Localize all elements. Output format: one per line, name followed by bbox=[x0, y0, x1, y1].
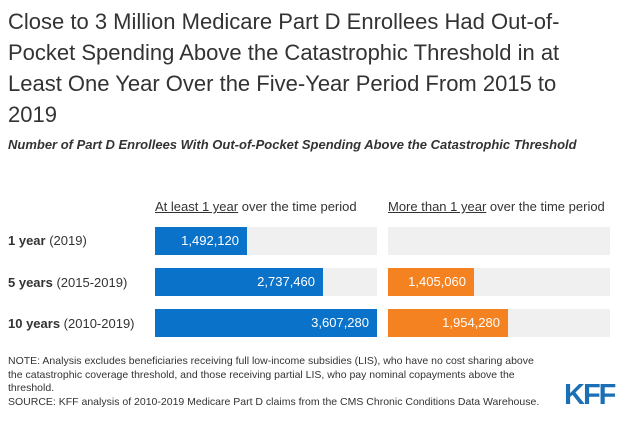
column-header-at-least-1-year: At least 1 year over the time period bbox=[155, 199, 380, 215]
note-text: NOTE: Analysis excludes beneficiaries re… bbox=[8, 355, 534, 394]
bar-value-label: 1,954,280 bbox=[442, 315, 500, 330]
footnote: NOTE: Analysis excludes beneficiaries re… bbox=[8, 355, 548, 409]
row-label-rest: (2010-2019) bbox=[60, 316, 135, 331]
bar-at-least-1-year: 1,492,120 bbox=[155, 227, 247, 255]
column-header-rest: over the time period bbox=[238, 199, 357, 214]
bar-value-label: 2,737,460 bbox=[257, 274, 315, 289]
row-label-bold: 5 years bbox=[8, 275, 53, 290]
row-label-bold: 1 year bbox=[8, 233, 46, 248]
source-text: SOURCE: KFF analysis of 2010-2019 Medica… bbox=[8, 395, 540, 408]
kff-logo: KFF bbox=[564, 379, 618, 408]
bar-value-label: 1,405,060 bbox=[408, 274, 466, 289]
bar-more-than-1-year: 1,954,280 bbox=[388, 309, 508, 337]
bar-more-than-1-year: 1,405,060 bbox=[388, 268, 474, 296]
row-label-10-years: 10 years (2010-2019) bbox=[8, 316, 135, 332]
bar-at-least-1-year: 2,737,460 bbox=[155, 268, 323, 296]
row-label-1-year: 1 year (2019) bbox=[8, 233, 87, 249]
row-label-rest: (2019) bbox=[45, 233, 87, 248]
row-label-bold: 10 years bbox=[8, 316, 61, 331]
column-header-underlined: At least 1 year bbox=[155, 199, 239, 214]
bar-at-least-1-year: 3,607,280 bbox=[155, 309, 377, 337]
column-header-more-than-1-year: More than 1 year over the time period bbox=[388, 199, 618, 215]
bar-value-label: 1,492,120 bbox=[181, 233, 239, 248]
chart-subtitle: Number of Part D Enrollees With Out-of-P… bbox=[8, 137, 577, 152]
column-header-underlined: More than 1 year bbox=[388, 199, 487, 214]
chart-title: Close to 3 Million Medicare Part D Enrol… bbox=[8, 9, 560, 127]
row-label-rest: (2015-2019) bbox=[52, 275, 128, 290]
bar-value-label: 3,607,280 bbox=[311, 315, 369, 330]
column-header-rest: over the time period bbox=[486, 199, 605, 214]
row-label-5-years: 5 years (2015-2019) bbox=[8, 275, 127, 291]
bar-track bbox=[388, 227, 610, 255]
logo-text: KFF bbox=[564, 379, 616, 408]
